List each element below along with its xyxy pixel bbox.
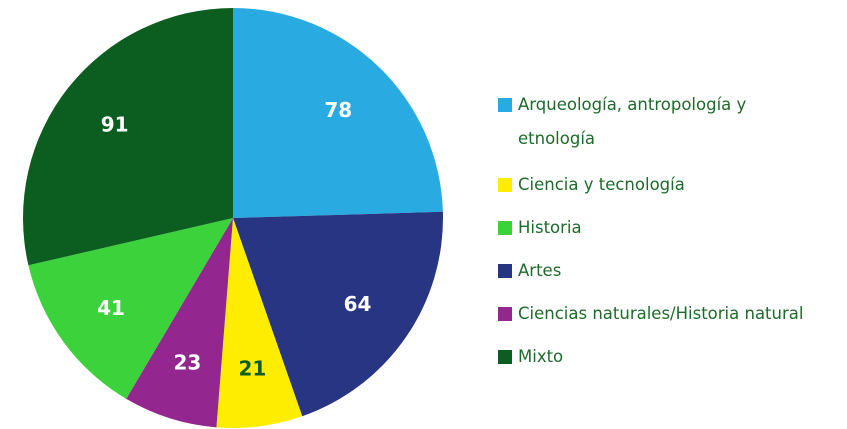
pie: 78 64 21 23 41 91: [22, 8, 444, 428]
legend-item: Historia: [498, 211, 843, 245]
data-label: 64: [344, 292, 372, 316]
legend-item: Ciencia y tecnología: [498, 168, 843, 202]
pie-slice: [216, 218, 303, 428]
pie-slice: [233, 8, 443, 218]
data-label: 78: [324, 98, 352, 122]
legend-swatch: [498, 98, 512, 112]
pie-slice: [22, 8, 233, 266]
legend-label: Ciencias naturales/Historia natural: [518, 304, 804, 323]
legend-label: Artes: [518, 261, 562, 280]
legend-item: Artes: [498, 254, 843, 288]
legend-swatch: [498, 178, 512, 192]
legend-label: Mixto: [518, 347, 564, 366]
legend-item: Mixto: [498, 340, 843, 374]
legend-swatch: [498, 307, 512, 321]
legend-swatch: [498, 350, 512, 364]
data-label: 41: [97, 296, 125, 320]
pie-slice: [233, 211, 444, 417]
pie-slice: [126, 218, 233, 428]
pie-slice: [28, 218, 233, 399]
legend-label: Arqueología, antropología y etnología: [518, 95, 747, 148]
data-label: 21: [238, 356, 266, 380]
legend-swatch: [498, 221, 512, 235]
legend-swatch: [498, 264, 512, 278]
legend-label: Historia: [518, 218, 582, 237]
data-label: 91: [101, 112, 129, 136]
legend-item: Ciencias naturales/Historia natural: [498, 297, 843, 331]
legend-label: Ciencia y tecnología: [518, 175, 685, 194]
legend-item: Arqueología, antropología y etnología: [498, 88, 843, 156]
data-label: 23: [173, 351, 201, 375]
